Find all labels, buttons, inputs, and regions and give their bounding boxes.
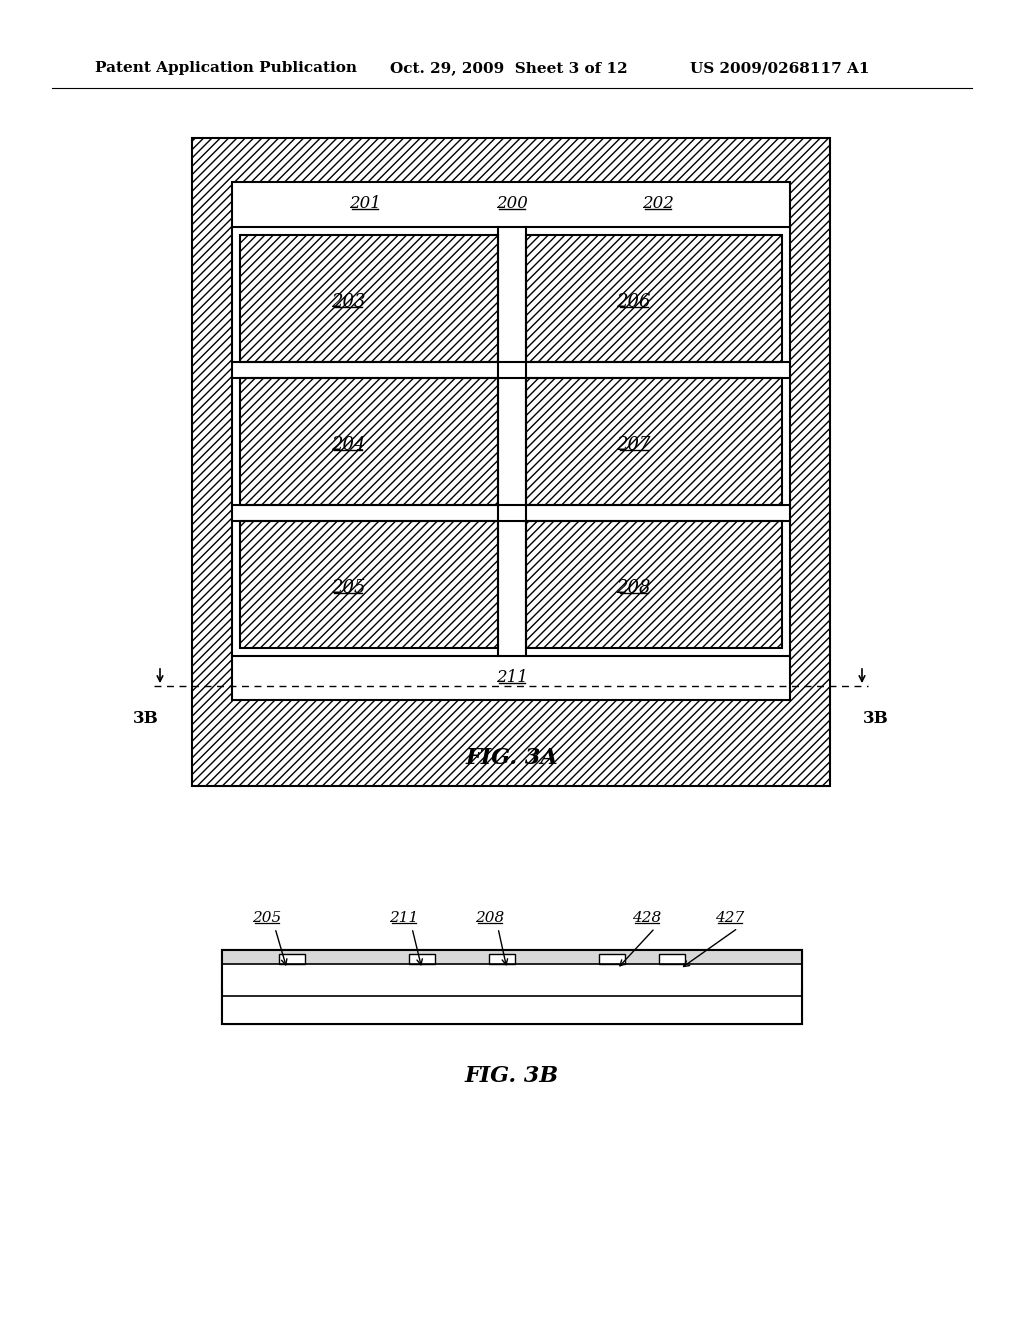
Text: US 2009/0268117 A1: US 2009/0268117 A1 <box>690 61 869 75</box>
Text: FIG. 3A: FIG. 3A <box>466 747 558 770</box>
Text: 205: 205 <box>252 911 282 925</box>
Text: 201: 201 <box>349 195 381 213</box>
Text: 207: 207 <box>616 437 651 454</box>
Bar <box>240 378 498 506</box>
Text: FIG. 3B: FIG. 3B <box>465 1065 559 1086</box>
Bar <box>232 182 790 227</box>
Text: 3B: 3B <box>133 710 159 727</box>
Bar <box>240 521 498 648</box>
Bar <box>526 378 782 506</box>
Bar <box>232 656 790 700</box>
Bar <box>222 964 802 990</box>
Text: 211: 211 <box>496 669 528 686</box>
Bar <box>526 235 782 362</box>
Text: 200: 200 <box>496 195 528 213</box>
Text: 427: 427 <box>716 911 744 925</box>
Bar <box>232 362 498 378</box>
Bar <box>489 954 515 964</box>
Bar <box>222 997 802 1024</box>
Text: 206: 206 <box>616 293 651 312</box>
Text: 3B: 3B <box>863 710 889 727</box>
Text: 208: 208 <box>475 911 505 925</box>
Text: 203: 203 <box>331 293 366 312</box>
Bar <box>498 227 526 656</box>
Bar <box>232 182 790 700</box>
Bar <box>599 954 625 964</box>
Bar <box>409 954 435 964</box>
Bar <box>526 521 782 648</box>
Text: Patent Application Publication: Patent Application Publication <box>95 61 357 75</box>
Bar <box>193 139 830 785</box>
Bar <box>526 506 790 521</box>
Text: 204: 204 <box>331 437 366 454</box>
Text: 208: 208 <box>616 579 651 598</box>
Bar <box>222 950 802 964</box>
Bar <box>232 506 498 521</box>
Bar <box>240 235 498 362</box>
Bar <box>222 950 802 1024</box>
Bar <box>222 950 802 1024</box>
Bar <box>232 182 790 700</box>
Text: 202: 202 <box>642 195 674 213</box>
Text: 211: 211 <box>389 911 419 925</box>
Bar <box>659 954 685 964</box>
Text: 205: 205 <box>331 579 366 598</box>
Bar <box>526 362 790 378</box>
Text: 428: 428 <box>633 911 662 925</box>
Bar <box>279 954 305 964</box>
Text: Oct. 29, 2009  Sheet 3 of 12: Oct. 29, 2009 Sheet 3 of 12 <box>390 61 628 75</box>
